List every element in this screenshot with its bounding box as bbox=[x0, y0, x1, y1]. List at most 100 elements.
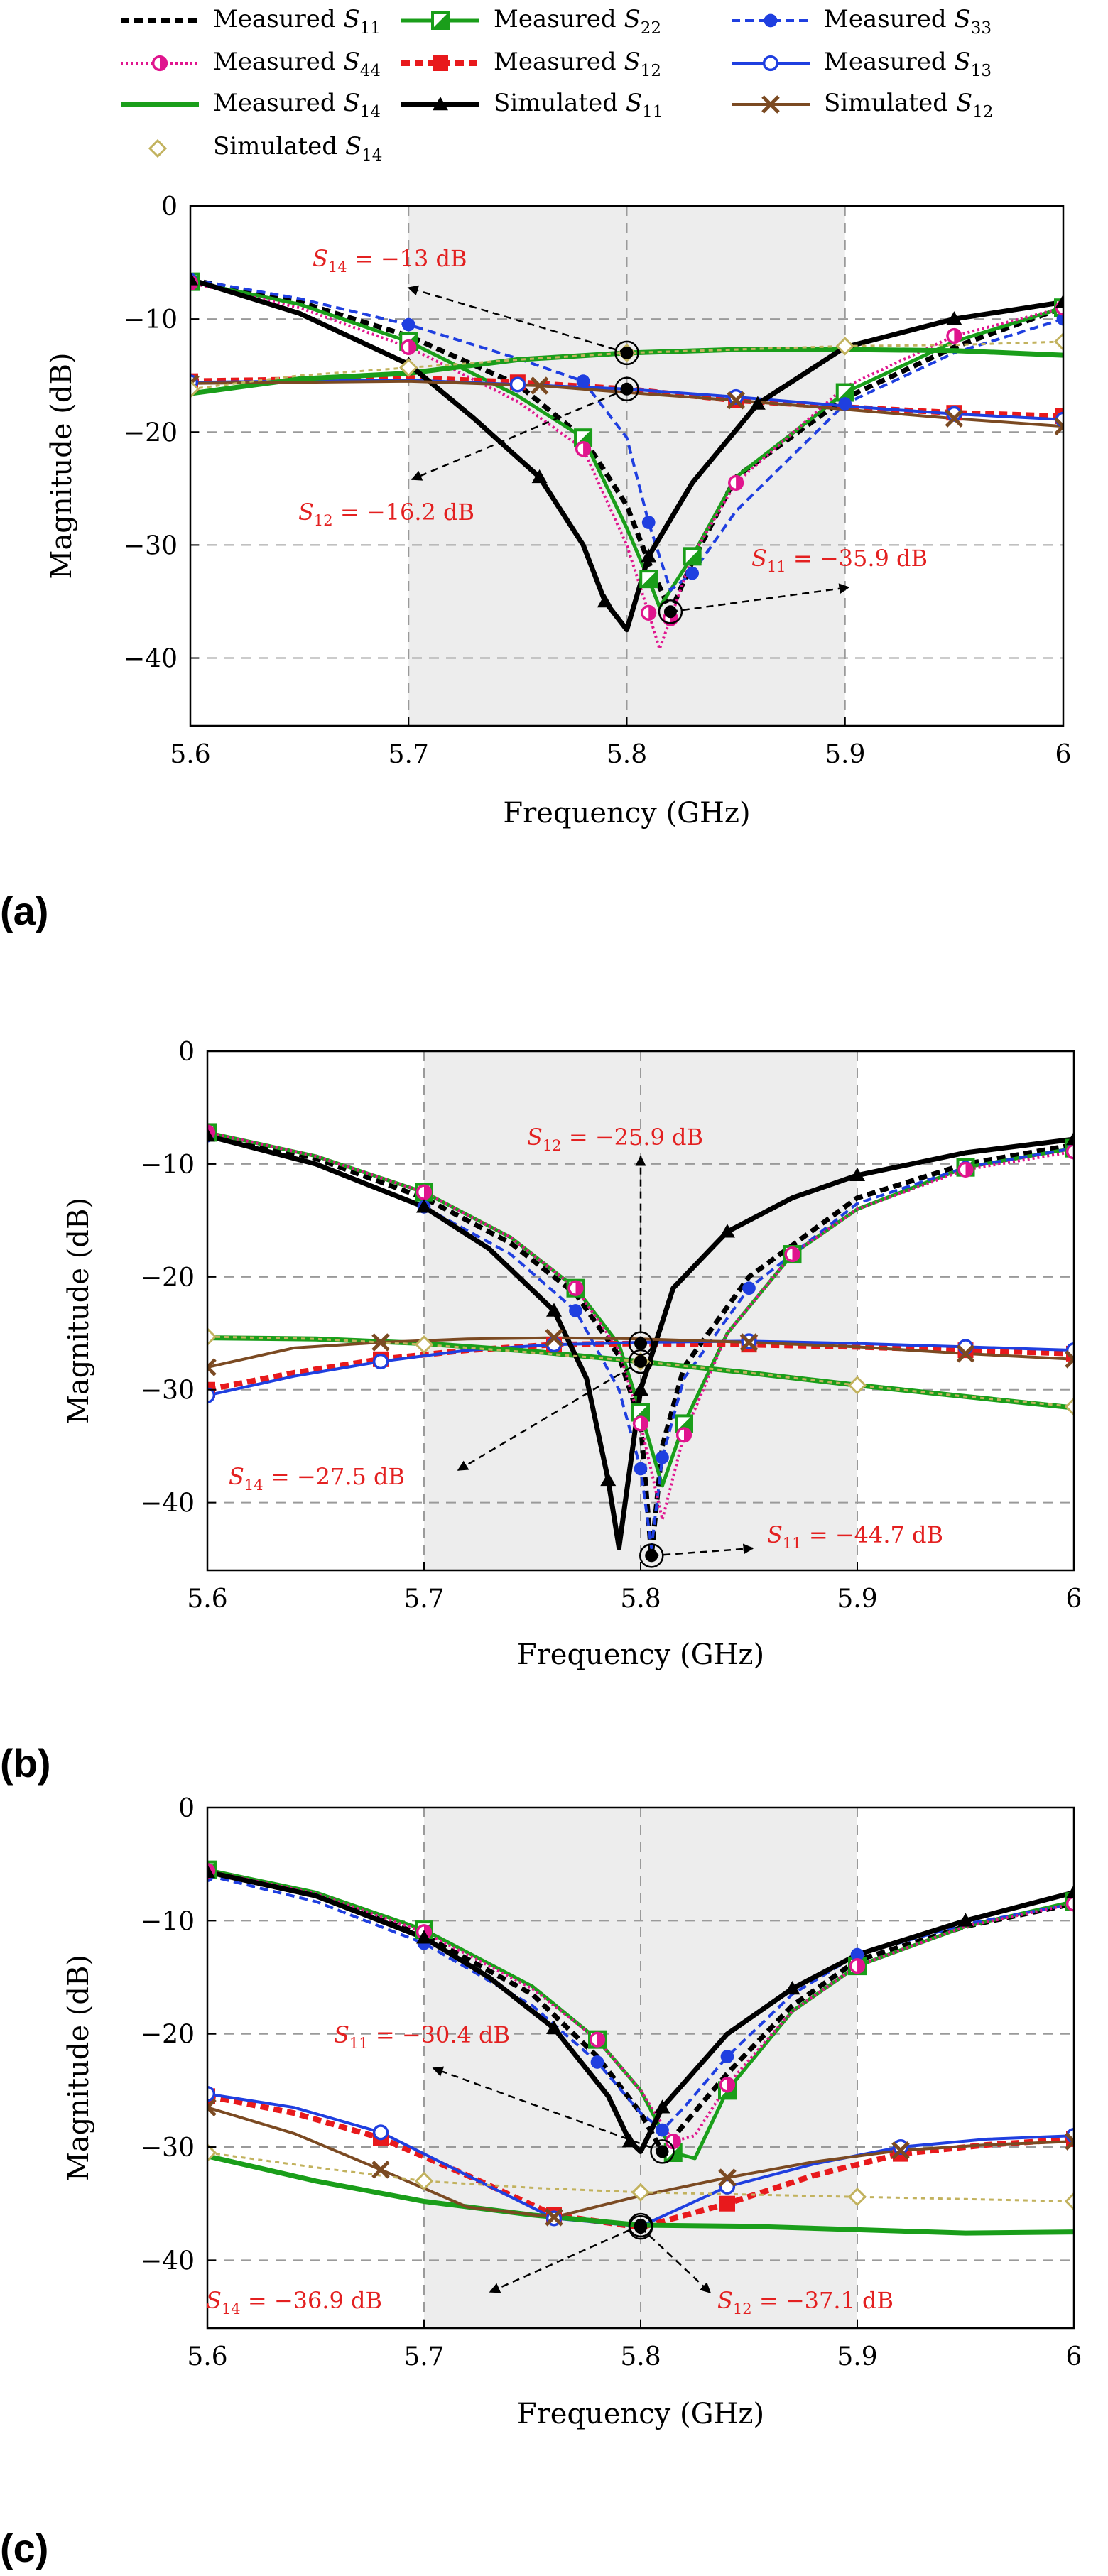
annotation-label: S12 = −25.9 dB bbox=[527, 1124, 703, 1154]
data-point bbox=[1053, 332, 1063, 352]
legend-entry: Measured S12 bbox=[401, 48, 661, 80]
marker-ring bbox=[658, 599, 683, 624]
y-tick-label: −40 bbox=[141, 2246, 195, 2276]
data-point bbox=[957, 1913, 974, 1927]
legend-entry: Measured S14 bbox=[121, 89, 381, 121]
data-point bbox=[720, 2050, 734, 2063]
data-point bbox=[190, 379, 200, 398]
annotation-label: S14 = −13 dB bbox=[313, 245, 467, 276]
data-point bbox=[399, 358, 418, 377]
data-point bbox=[1064, 2192, 1074, 2211]
marker-ring bbox=[614, 376, 639, 402]
data-point bbox=[654, 2099, 670, 2114]
y-axis-label: Magnitude (dB) bbox=[63, 1197, 95, 1424]
data-point bbox=[641, 604, 657, 621]
y-tick-label: −10 bbox=[124, 305, 178, 335]
panel-label: (c) bbox=[0, 2526, 48, 2570]
x-tick-label: 5.7 bbox=[389, 740, 429, 769]
data-point bbox=[207, 1358, 217, 1376]
data-point bbox=[590, 2055, 604, 2069]
annotation-label: S14 = −27.5 dB bbox=[229, 1463, 405, 1494]
data-point bbox=[1065, 1143, 1074, 1160]
legend-marker bbox=[148, 138, 168, 158]
data-point bbox=[749, 396, 766, 410]
data-point bbox=[631, 2183, 651, 2202]
data-point bbox=[567, 1280, 584, 1296]
data-point bbox=[207, 1864, 215, 1879]
data-point bbox=[728, 388, 744, 406]
legend-entry: Simulated S12 bbox=[732, 89, 993, 121]
legend-entry: Simulated S14 bbox=[148, 132, 382, 165]
data-point bbox=[849, 1167, 865, 1182]
data-point bbox=[784, 1980, 800, 1995]
data-point bbox=[600, 1472, 617, 1487]
legend-label: Measured S12 bbox=[494, 48, 661, 80]
x-tick-label: 5.8 bbox=[620, 1585, 661, 1614]
annotation-arrow bbox=[651, 1543, 754, 1557]
annotation-arrow bbox=[432, 2066, 663, 2153]
data-point bbox=[728, 474, 744, 491]
marker-ring bbox=[628, 1349, 653, 1374]
data-point bbox=[531, 469, 548, 484]
panel-label: (a) bbox=[0, 888, 48, 933]
data-point bbox=[742, 1281, 756, 1295]
y-tick-label: 0 bbox=[161, 192, 178, 222]
series-line bbox=[190, 277, 1063, 633]
data-point bbox=[847, 2188, 867, 2207]
series-line bbox=[207, 1131, 1074, 1558]
data-point bbox=[371, 2161, 390, 2179]
data-point bbox=[656, 2123, 669, 2137]
series-group bbox=[207, 1123, 1074, 1558]
y-tick-label: −10 bbox=[141, 1151, 195, 1180]
data-point bbox=[1066, 1131, 1074, 1146]
data-point bbox=[1065, 1896, 1074, 1912]
data-point bbox=[207, 2098, 217, 2117]
series-line bbox=[190, 379, 1063, 428]
x-tick-label: 6 bbox=[1066, 1585, 1082, 1614]
data-point bbox=[891, 2141, 910, 2160]
data-point bbox=[656, 1450, 669, 1464]
y-tick-label: −20 bbox=[141, 1263, 195, 1293]
data-point bbox=[946, 311, 962, 325]
data-point bbox=[683, 547, 702, 566]
x-tick-label: 5.9 bbox=[837, 1585, 877, 1614]
x-tick-label: 5.7 bbox=[403, 2342, 444, 2371]
data-point bbox=[576, 374, 590, 388]
annotation-arrow bbox=[489, 2224, 641, 2293]
legend-marker bbox=[761, 95, 780, 114]
data-point bbox=[414, 1335, 434, 1354]
x-tick-label: 6 bbox=[1055, 740, 1072, 769]
legend-marker bbox=[433, 55, 448, 71]
data-point bbox=[575, 441, 592, 457]
legend-label: Measured S33 bbox=[824, 5, 992, 38]
data-point bbox=[718, 2168, 737, 2187]
data-point bbox=[945, 409, 964, 428]
x-tick-label: 5.9 bbox=[825, 740, 865, 769]
legend-label: Measured S44 bbox=[213, 48, 381, 80]
legend-label: Measured S14 bbox=[213, 89, 381, 121]
data-point bbox=[956, 1344, 975, 1363]
y-tick-label: −20 bbox=[124, 418, 178, 447]
data-point bbox=[207, 2143, 217, 2163]
annotation-label: S12 = −16.2 dB bbox=[298, 499, 474, 529]
legend-marker bbox=[764, 13, 778, 28]
legend-label: Measured S11 bbox=[213, 5, 381, 38]
data-point bbox=[621, 2134, 638, 2148]
marker-ring bbox=[614, 340, 639, 366]
x-tick-label: 5.6 bbox=[187, 1585, 227, 1614]
data-point bbox=[401, 339, 417, 356]
panel-b: (b) 5.6 5.7 5.8 5.9 6 0 −10 −20 −30 −40 Frequency … bbox=[0, 1038, 1082, 1786]
data-point bbox=[207, 1128, 215, 1142]
data-point bbox=[632, 1415, 649, 1432]
series-line bbox=[207, 1130, 1074, 1488]
data-point bbox=[207, 2086, 216, 2102]
data-point bbox=[631, 1403, 650, 1422]
y-tick-label: −30 bbox=[141, 2134, 195, 2163]
data-point bbox=[719, 2195, 735, 2212]
data-point bbox=[739, 1333, 759, 1352]
series-line bbox=[207, 1336, 1074, 1369]
data-point bbox=[509, 376, 526, 393]
series-group bbox=[190, 271, 1063, 651]
data-point bbox=[849, 1957, 866, 1974]
